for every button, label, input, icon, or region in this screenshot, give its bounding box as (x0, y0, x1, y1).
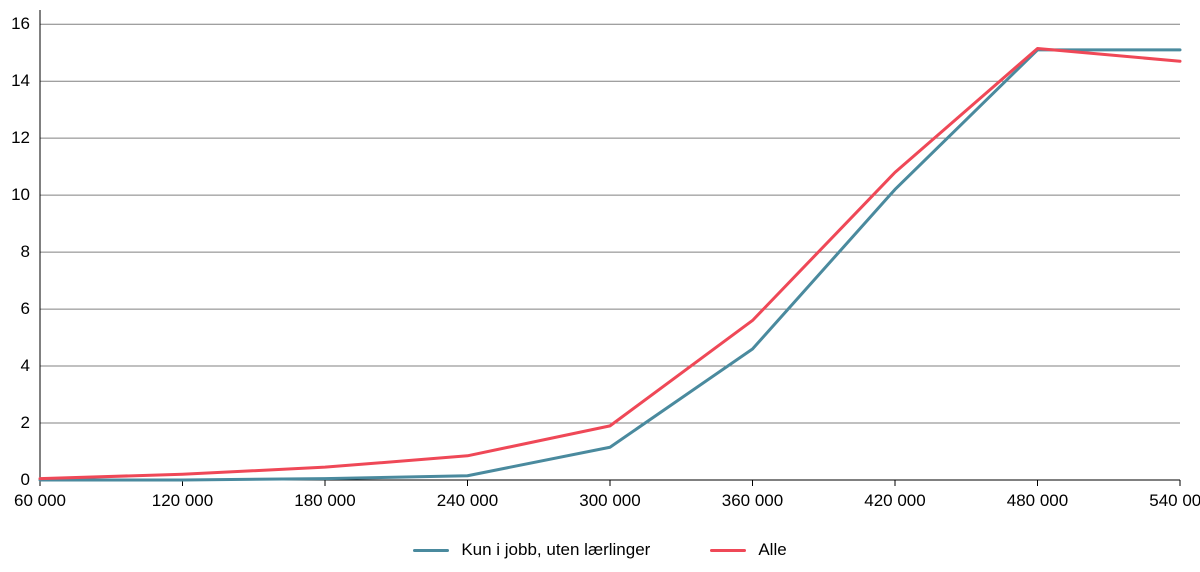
x-tick-label: 540 000 (1149, 491, 1200, 510)
y-tick-label: 10 (11, 185, 30, 204)
legend-swatch (413, 549, 449, 552)
legend-label: Alle (758, 540, 786, 560)
legend-item-alle: Alle (710, 540, 786, 560)
y-tick-label: 12 (11, 128, 30, 147)
x-tick-label: 120 000 (152, 491, 213, 510)
x-tick-label: 420 000 (864, 491, 925, 510)
y-tick-label: 2 (21, 413, 30, 432)
x-tick-label: 360 000 (722, 491, 783, 510)
y-tick-label: 6 (21, 299, 30, 318)
x-tick-label: 240 000 (437, 491, 498, 510)
x-tick-label: 300 000 (579, 491, 640, 510)
y-tick-label: 4 (21, 356, 30, 375)
y-tick-label: 8 (21, 242, 30, 261)
x-tick-label: 480 000 (1007, 491, 1068, 510)
legend-item-kun_i_jobb: Kun i jobb, uten lærlinger (413, 540, 650, 560)
x-tick-label: 180 000 (294, 491, 355, 510)
y-tick-label: 0 (21, 470, 30, 489)
x-tick-label: 60 000 (14, 491, 66, 510)
chart-background (0, 0, 1200, 572)
y-tick-label: 16 (11, 14, 30, 33)
chart-svg: 0 2 4 6 8 10 12 14 16 60 000 120 000 180 000 240 000… (0, 0, 1200, 572)
y-tick-label: 14 (11, 71, 30, 90)
legend-swatch (710, 549, 746, 552)
legend-label: Kun i jobb, uten lærlinger (461, 540, 650, 560)
chart-legend: Kun i jobb, uten lærlinger Alle (0, 540, 1200, 560)
line-chart: 0 2 4 6 8 10 12 14 16 60 000 120 000 180 000 240 000… (0, 0, 1200, 572)
